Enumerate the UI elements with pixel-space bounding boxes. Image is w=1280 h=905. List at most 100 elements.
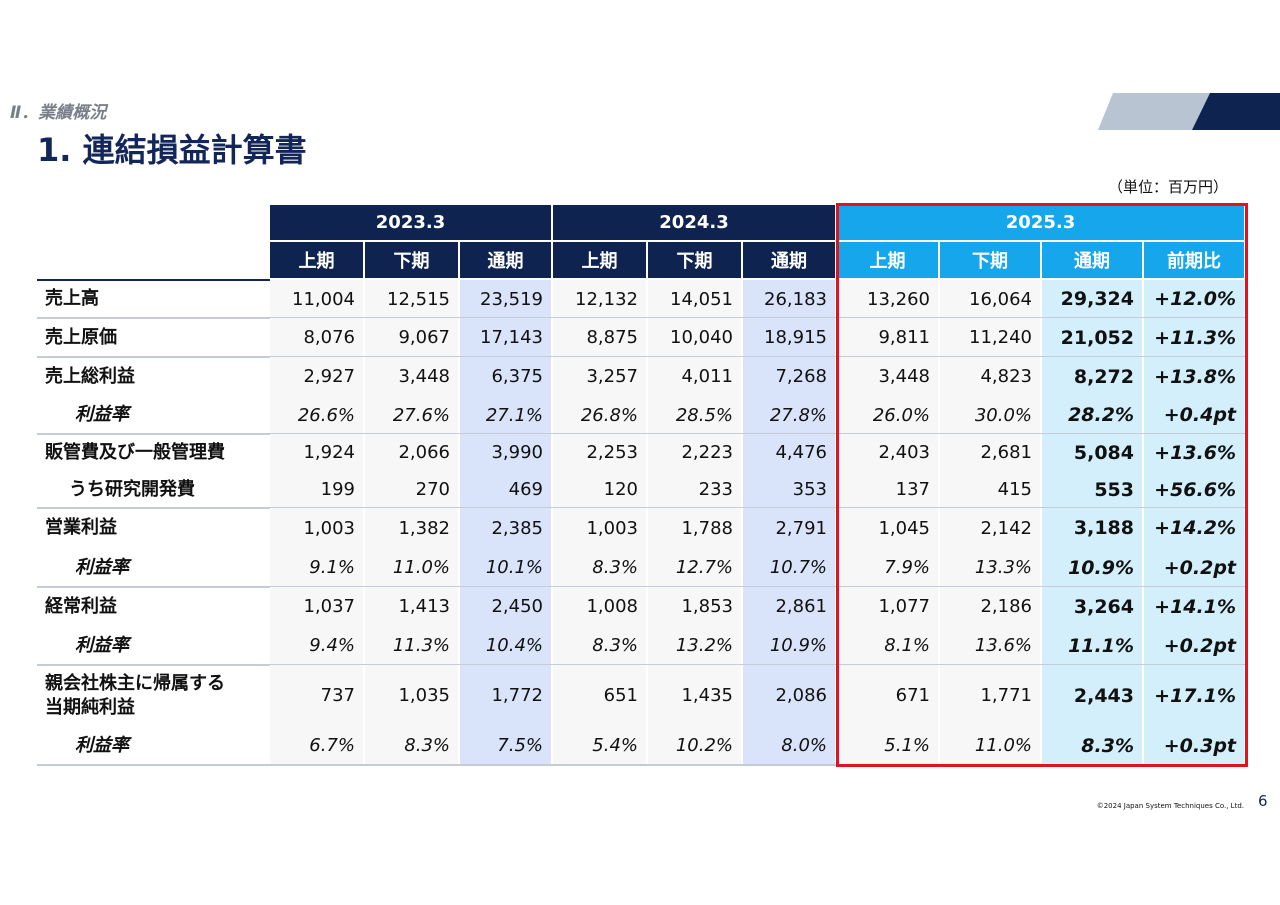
value-cell: 1,413 <box>365 587 460 626</box>
value-cell: +0.3pt <box>1144 726 1246 765</box>
value-cell: 3,448 <box>365 357 460 396</box>
value-cell: +12.0% <box>1144 280 1246 318</box>
value-cell: 1,435 <box>648 665 743 726</box>
value-cell: 2,681 <box>940 434 1042 471</box>
value-cell: 5.1% <box>837 726 940 765</box>
value-cell: 2,450 <box>460 587 553 626</box>
value-cell: +0.2pt <box>1144 548 1246 587</box>
value-cell: 120 <box>553 471 648 508</box>
label-line: うち研究開発費 <box>69 478 195 500</box>
value-cell: 1,788 <box>648 508 743 548</box>
value-cell: 5,084 <box>1042 434 1144 471</box>
row-label: 利益率 <box>37 626 270 665</box>
page-title: 1. 連結損益計算書 <box>37 131 307 169</box>
value-cell: 1,003 <box>553 508 648 548</box>
value-cell: 2,927 <box>270 357 365 396</box>
value-cell: 415 <box>940 471 1042 508</box>
value-cell: 7,268 <box>743 357 837 396</box>
value-cell: 9,067 <box>365 318 460 357</box>
value-cell: 1,924 <box>270 434 365 471</box>
value-cell: 8.3% <box>553 548 648 587</box>
value-cell: 12,515 <box>365 280 460 318</box>
label-line: 販管費及び一般管理費 <box>45 441 225 463</box>
value-cell: 353 <box>743 471 837 508</box>
column-header: 通期 <box>1042 242 1144 280</box>
value-cell: 8.0% <box>743 726 837 765</box>
value-cell: 1,008 <box>553 587 648 626</box>
unit-note: （単位：百万円） <box>1107 178 1228 196</box>
row-label: 利益率 <box>37 726 270 765</box>
value-cell: 1,771 <box>940 665 1042 726</box>
value-cell: 28.5% <box>648 396 743 434</box>
value-cell: 30.0% <box>940 396 1042 434</box>
value-cell: 7.5% <box>460 726 553 765</box>
value-cell: 13,260 <box>837 280 940 318</box>
value-cell: 553 <box>1042 471 1144 508</box>
value-cell: 12,132 <box>553 280 648 318</box>
value-cell: 29,324 <box>1042 280 1144 318</box>
value-cell: 1,772 <box>460 665 553 726</box>
value-cell: 2,142 <box>940 508 1042 548</box>
value-cell: 11.0% <box>940 726 1042 765</box>
value-cell: 13.2% <box>648 626 743 665</box>
column-header: 下期 <box>940 242 1042 280</box>
value-cell: 2,403 <box>837 434 940 471</box>
value-cell: 11,240 <box>940 318 1042 357</box>
value-cell: +13.6% <box>1144 434 1246 471</box>
value-cell: 233 <box>648 471 743 508</box>
value-cell: 16,064 <box>940 280 1042 318</box>
value-cell: 651 <box>553 665 648 726</box>
value-cell: 21,052 <box>1042 318 1144 357</box>
value-cell: 10.1% <box>460 548 553 587</box>
value-cell: 11.1% <box>1042 626 1144 665</box>
year-header: 2025.3 <box>837 205 1246 242</box>
row-label: 販管費及び一般管理費 <box>37 434 270 471</box>
value-cell: +17.1% <box>1144 665 1246 726</box>
value-cell: 4,823 <box>940 357 1042 396</box>
value-cell: 3,990 <box>460 434 553 471</box>
label-line: 利益率 <box>75 634 129 656</box>
value-cell: 26.8% <box>553 396 648 434</box>
value-cell: 27.1% <box>460 396 553 434</box>
page-number: 6 <box>1258 792 1268 810</box>
value-cell: 8.3% <box>365 726 460 765</box>
value-cell: 18,915 <box>743 318 837 357</box>
value-cell: 27.8% <box>743 396 837 434</box>
row-label: 売上原価 <box>37 318 270 357</box>
value-cell: 737 <box>270 665 365 726</box>
column-header: 通期 <box>460 242 553 280</box>
label-line: 当期純利益 <box>45 696 135 718</box>
value-cell: 4,011 <box>648 357 743 396</box>
column-header: 上期 <box>270 242 365 280</box>
value-cell: 2,443 <box>1042 665 1144 726</box>
label-line: 売上高 <box>45 288 99 309</box>
value-cell: 10.4% <box>460 626 553 665</box>
value-cell: 23,519 <box>460 280 553 318</box>
year-header: 2023.3 <box>270 205 553 242</box>
value-cell: 8.3% <box>1042 726 1144 765</box>
label-line: 経常利益 <box>45 595 117 617</box>
value-cell: 8.1% <box>837 626 940 665</box>
value-cell: 10.9% <box>743 626 837 665</box>
row-label: うち研究開発費 <box>37 471 270 508</box>
label-line: 売上原価 <box>45 326 117 348</box>
value-cell: 8,875 <box>553 318 648 357</box>
section-label: Ⅱ．業績概況 <box>10 103 107 123</box>
value-cell: 8,076 <box>270 318 365 357</box>
row-label: 売上高 <box>37 280 270 318</box>
value-cell: 1,035 <box>365 665 460 726</box>
corner-decoration <box>1098 93 1280 130</box>
value-cell: 2,086 <box>743 665 837 726</box>
value-cell: 1,853 <box>648 587 743 626</box>
column-header: 通期 <box>743 242 837 280</box>
column-header: 前期比 <box>1144 242 1246 280</box>
value-cell: 11.0% <box>365 548 460 587</box>
column-header: 下期 <box>648 242 743 280</box>
value-cell: +13.8% <box>1144 357 1246 396</box>
column-header: 上期 <box>553 242 648 280</box>
column-header: 下期 <box>365 242 460 280</box>
value-cell: 6,375 <box>460 357 553 396</box>
value-cell: 1,037 <box>270 587 365 626</box>
value-cell: 2,791 <box>743 508 837 548</box>
value-cell: 26.6% <box>270 396 365 434</box>
